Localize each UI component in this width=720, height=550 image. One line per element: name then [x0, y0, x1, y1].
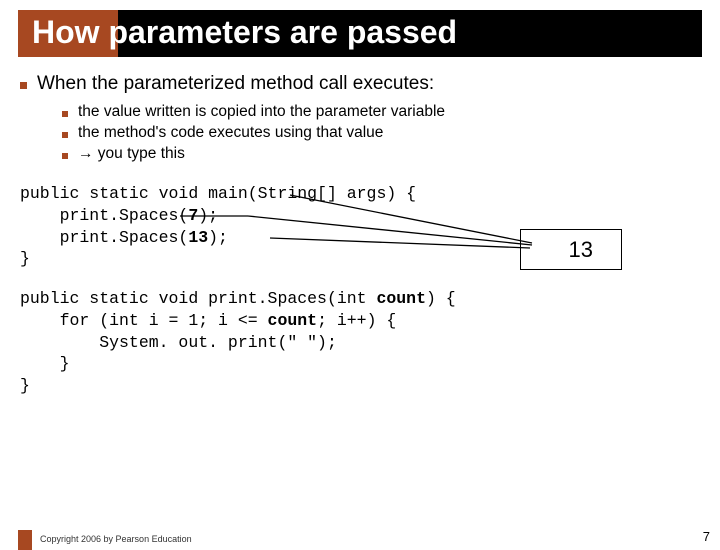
bullet-level2-item: the value written is copied into the par… [62, 103, 692, 121]
bullet-level2-group: the value written is copied into the par… [62, 103, 692, 163]
code-area: public static void main(String[] args) {… [20, 183, 692, 397]
value-box: 13 [520, 229, 622, 270]
bullet-level1: When the parameterized method call execu… [20, 73, 692, 95]
bullet-icon [62, 111, 68, 117]
bullet-level2-text: → you type this [78, 145, 185, 163]
bullet-level1-text: When the parameterized method call execu… [37, 73, 434, 95]
title-bar: How parameters are passed [18, 10, 702, 57]
code-line: public static void main(String[] args) { [20, 183, 692, 205]
bullet-icon [20, 82, 27, 89]
slide-title: How parameters are passed [18, 10, 702, 57]
code-block-method: public static void print.Spaces(int coun… [20, 288, 692, 397]
code-line: System. out. print(" "); [20, 332, 692, 354]
page-number: 7 [703, 529, 710, 544]
footer-accent-tab [18, 530, 32, 550]
bullet-icon [62, 153, 68, 159]
code-line: for (int i = 1; i <= count; i++) { [20, 310, 692, 332]
code-line: } [20, 353, 692, 375]
bullet-level2-text: the method's code executes using that va… [78, 124, 383, 142]
code-line: public static void print.Spaces(int coun… [20, 288, 692, 310]
code-line: print.Spaces(7); [20, 205, 692, 227]
bullet-icon [62, 132, 68, 138]
copyright-text: Copyright 2006 by Pearson Education [40, 534, 192, 544]
bullet-level2-item: → you type this [62, 145, 692, 163]
bullet-level2-item: the method's code executes using that va… [62, 124, 692, 142]
code-line: } [20, 375, 692, 397]
slide-content: When the parameterized method call execu… [0, 57, 720, 397]
bullet-level2-text: the value written is copied into the par… [78, 103, 445, 121]
